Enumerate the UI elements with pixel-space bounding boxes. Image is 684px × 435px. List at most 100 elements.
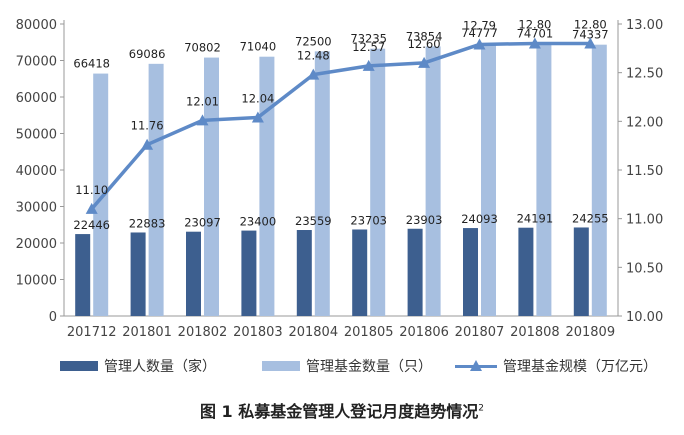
y-left-tick-label: 40000 <box>16 164 57 179</box>
bar-manager-count <box>518 227 534 316</box>
bar-fund-count <box>591 44 607 316</box>
bar-manager-count <box>186 231 201 316</box>
figure-caption: 图 1 私募基金管理人登记月度趋势情况2 <box>0 398 684 422</box>
y-right-tick-label: 12.00 <box>626 115 663 130</box>
data-label-fund-count: 73235 <box>350 32 387 46</box>
marker-fund-scale <box>584 37 597 49</box>
data-label-manager-count: 23400 <box>240 215 277 229</box>
marker-fund-scale <box>418 56 431 68</box>
x-tick-label: 201805 <box>344 325 394 340</box>
figure-caption-text: 图 1 私募基金管理人登记月度趋势情况 <box>199 402 479 421</box>
y-right-tick-label: 11.50 <box>626 164 663 179</box>
legend-item-manager-count: 管理人数量（家） <box>60 356 216 376</box>
legend: 管理人数量（家） 管理基金数量（只） 管理基金规模（万亿元） <box>0 356 684 380</box>
y-left-tick-label: 10000 <box>16 274 57 289</box>
bar-fund-count <box>314 51 330 316</box>
bar-manager-count <box>573 227 589 316</box>
data-label-fund-scale: 12.80 <box>574 17 607 31</box>
y-right-tick-label: 10.50 <box>626 261 663 276</box>
data-label-manager-count: 23703 <box>350 213 387 227</box>
data-label-fund-count: 72500 <box>295 34 332 48</box>
bar-fund-count <box>93 73 109 316</box>
data-label-manager-count: 22883 <box>129 216 166 230</box>
legend-item-fund-count: 管理基金数量（只） <box>262 356 432 376</box>
x-tick-label: 201807 <box>455 325 505 340</box>
y-left-tick-label: 0 <box>49 310 57 325</box>
bar-manager-count <box>407 228 423 316</box>
x-tick-label: 201801 <box>122 325 172 340</box>
marker-fund-scale <box>307 68 320 80</box>
legend-label-fund-scale: 管理基金规模（万亿元） <box>503 359 657 375</box>
marker-fund-scale <box>85 202 98 214</box>
bar-manager-count <box>130 232 146 316</box>
y-left-tick-label: 60000 <box>16 91 57 106</box>
data-label-fund-scale: 12.60 <box>408 37 441 51</box>
bar-manager-count <box>463 228 478 316</box>
x-tick-label: 201804 <box>288 325 338 340</box>
data-label-fund-count: 71040 <box>240 40 277 54</box>
x-tick-label: 201803 <box>233 325 283 340</box>
data-label-fund-scale: 12.04 <box>241 91 274 105</box>
bar-fund-count <box>370 48 386 316</box>
legend-label-fund-count: 管理基金数量（只） <box>306 359 432 375</box>
bar-manager-count <box>75 234 91 316</box>
marker-fund-scale <box>251 111 264 123</box>
x-tick-label: 201802 <box>178 325 228 340</box>
x-tick-label: 201712 <box>67 325 117 340</box>
chart: 0 10000 20000 30000 40000 50000 60000 70000 8000… <box>16 17 664 340</box>
y-left-tick-label: 20000 <box>16 237 57 252</box>
data-label-fund-count: 73854 <box>406 29 443 43</box>
data-label-fund-scale: 11.76 <box>131 119 164 133</box>
legend-swatch-manager-count <box>60 361 98 371</box>
data-label-fund-scale: 12.80 <box>518 17 551 31</box>
data-label-fund-scale: 12.57 <box>352 40 385 54</box>
y-right-tick-label: 12.50 <box>626 67 663 82</box>
data-label-manager-count: 23559 <box>295 214 332 228</box>
y-left-tick-label: 30000 <box>16 201 57 216</box>
data-label-manager-count: 22446 <box>73 218 110 232</box>
bar-fund-count <box>148 63 164 316</box>
data-label-fund-count: 74701 <box>517 26 554 40</box>
bar-fund-count <box>425 46 441 317</box>
data-label-manager-count: 24191 <box>517 212 554 226</box>
bar-fund-count <box>536 43 552 317</box>
legend-swatch-fund-count <box>262 361 300 371</box>
x-tick-label: 201806 <box>399 325 449 340</box>
y-left-tick-label: 70000 <box>16 55 57 70</box>
data-label-fund-scale: 11.10 <box>75 183 108 197</box>
bar-manager-count <box>352 229 368 316</box>
marker-fund-scale <box>528 37 541 49</box>
x-tick-label: 201808 <box>510 325 560 340</box>
y-right-tick-label: 11.00 <box>626 213 663 228</box>
figure-caption-note: 2 <box>478 403 484 414</box>
data-label-manager-count: 23903 <box>406 213 443 227</box>
data-label-fund-count: 70802 <box>184 41 221 55</box>
data-label-fund-count: 69086 <box>129 47 166 61</box>
data-label-fund-count: 74337 <box>572 28 609 42</box>
data-label-manager-count: 24255 <box>572 211 609 225</box>
data-label-manager-count: 24093 <box>461 212 498 226</box>
legend-swatch-fund-scale <box>455 360 497 372</box>
marker-fund-scale <box>473 38 486 50</box>
data-label-fund-count: 74777 <box>461 26 498 40</box>
data-label-manager-count: 23097 <box>184 216 221 230</box>
legend-label-manager-count: 管理人数量（家） <box>104 359 216 375</box>
bar-fund-count <box>204 57 219 317</box>
legend-item-fund-scale: 管理基金规模（万亿元） <box>455 356 657 376</box>
y-left-tick-label: 50000 <box>16 128 57 143</box>
marker-fund-scale <box>196 114 209 126</box>
bar-fund-count <box>481 43 496 316</box>
y-right-tick-label: 10.00 <box>626 310 663 325</box>
data-label-fund-scale: 12.79 <box>463 18 496 32</box>
data-label-fund-scale: 12.01 <box>186 94 219 108</box>
data-label-fund-count: 66418 <box>73 57 110 71</box>
bar-manager-count <box>296 230 312 316</box>
y-right-tick-label: 13.00 <box>626 18 663 33</box>
bar-manager-count <box>241 230 257 316</box>
y-left-tick-label: 80000 <box>16 18 57 33</box>
marker-fund-scale <box>362 59 375 71</box>
line-fund-scale <box>90 41 591 211</box>
data-label-fund-scale: 12.48 <box>297 49 330 63</box>
marker-fund-scale <box>141 138 154 150</box>
x-tick-label: 201809 <box>565 325 615 340</box>
